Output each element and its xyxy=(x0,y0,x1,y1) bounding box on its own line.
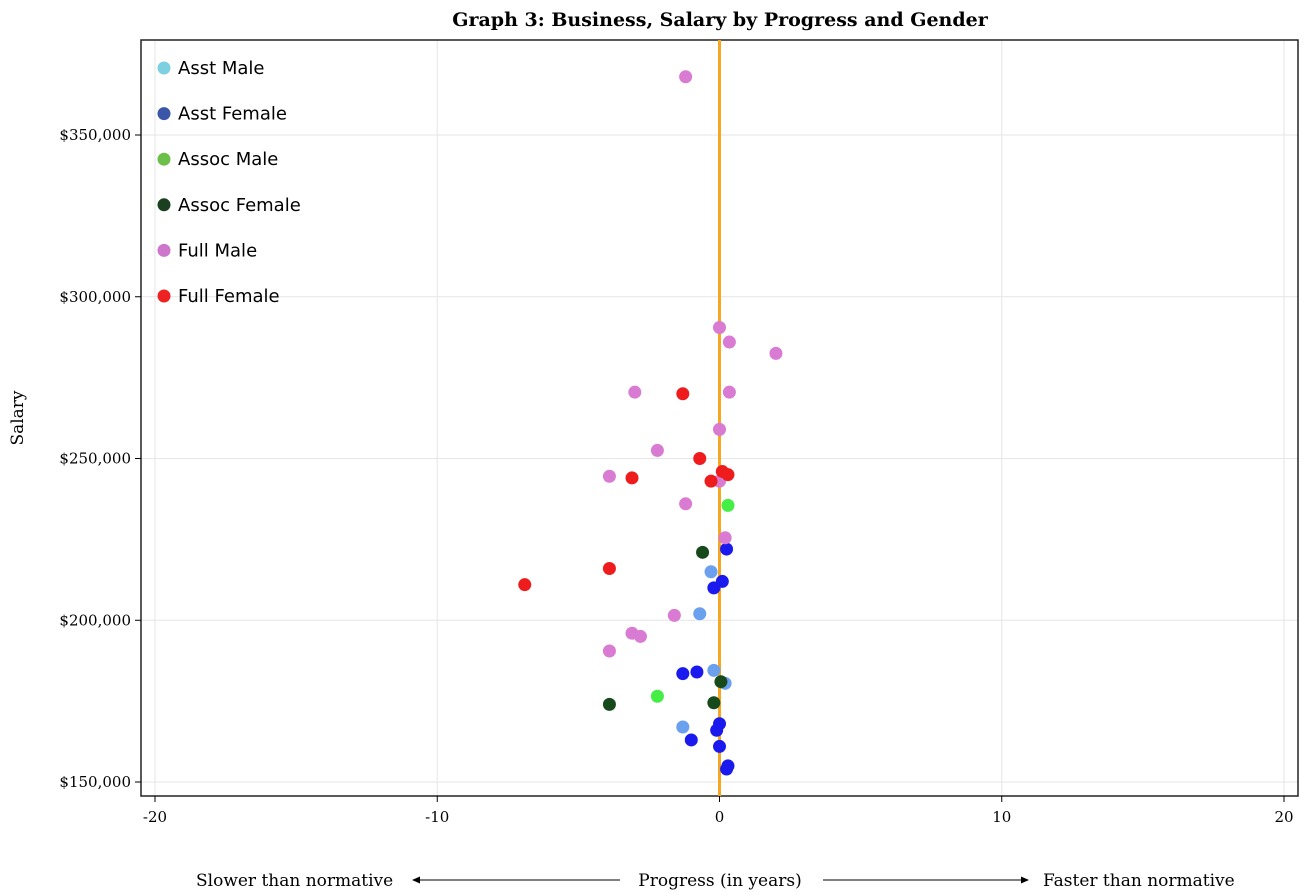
point-asst-female xyxy=(690,665,704,679)
point-assoc-female xyxy=(714,675,728,689)
point-assoc-female xyxy=(696,545,710,559)
legend-label-full-male: Full Male xyxy=(178,240,257,261)
legend-marker-full-female xyxy=(157,289,171,303)
point-full-female xyxy=(704,474,718,488)
point-full-female xyxy=(518,578,532,592)
point-asst-male xyxy=(707,663,721,677)
point-assoc-male xyxy=(721,498,735,512)
data-points xyxy=(518,70,783,776)
annotation-slower: Slower than normative xyxy=(196,871,393,891)
annotation-faster: Faster than normative xyxy=(1043,871,1235,891)
point-full-female xyxy=(693,452,707,465)
legend-label-assoc-male: Assoc Male xyxy=(178,149,278,170)
legend-marker-asst-female xyxy=(157,107,171,121)
legend: Asst Male Asst Female Assoc Male Assoc Fema… xyxy=(157,58,301,307)
arrowhead-right xyxy=(1021,876,1029,884)
point-asst-male xyxy=(693,607,707,621)
point-full-male xyxy=(633,629,647,643)
y-tick-label: $200,000 xyxy=(59,611,131,629)
x-tick-label: -10 xyxy=(425,808,449,826)
legend-marker-full-male xyxy=(157,243,171,257)
point-full-male xyxy=(679,70,693,84)
x-tick-label: 10 xyxy=(992,808,1011,826)
y-tick-label: $150,000 xyxy=(59,773,131,791)
y-tick-label: $300,000 xyxy=(59,288,131,306)
legend-label-asst-male: Asst Male xyxy=(178,58,264,79)
legend-label-full-female: Full Female xyxy=(178,286,280,307)
arrowhead-left xyxy=(412,876,420,884)
x-tick-label: 0 xyxy=(715,808,725,826)
axis-ticks: -20 -10 0 10 20 $150,000 $200,000 $250,000 $300,… xyxy=(59,126,1293,826)
point-full-male xyxy=(679,497,693,511)
point-asst-female xyxy=(710,723,724,737)
point-full-male xyxy=(769,346,783,360)
point-asst-female xyxy=(684,733,698,747)
point-full-female xyxy=(721,468,735,482)
point-full-female xyxy=(602,561,616,575)
point-assoc-male xyxy=(650,689,664,703)
legend-label-asst-female: Asst Female xyxy=(178,104,287,125)
point-asst-male xyxy=(676,720,690,734)
x-axis-label: Progress (in years) xyxy=(638,871,801,891)
chart-title: Graph 3: Business, Salary by Progress an… xyxy=(452,9,988,31)
point-assoc-female xyxy=(602,697,616,711)
point-full-male xyxy=(722,385,736,399)
point-full-male xyxy=(713,422,726,436)
point-asst-female xyxy=(720,542,734,556)
x-tick-label: 20 xyxy=(1274,808,1293,826)
point-full-male xyxy=(602,644,616,658)
legend-marker-assoc-female xyxy=(157,198,171,212)
legend-marker-asst-male xyxy=(157,61,171,75)
point-full-male xyxy=(602,469,616,483)
y-axis-label: Salary xyxy=(8,390,28,445)
point-full-male xyxy=(650,443,664,457)
legend-marker-assoc-male xyxy=(157,152,171,166)
point-full-male xyxy=(667,608,681,622)
point-full-female xyxy=(676,387,690,401)
point-full-male xyxy=(628,385,642,399)
point-asst-female xyxy=(676,667,690,681)
y-tick-label: $350,000 xyxy=(59,126,131,144)
point-asst-female xyxy=(713,739,726,753)
point-full-female xyxy=(625,471,639,485)
point-full-male xyxy=(713,320,726,334)
point-assoc-female xyxy=(707,696,721,710)
y-tick-label: $250,000 xyxy=(59,450,131,468)
point-asst-female xyxy=(720,762,734,776)
legend-label-assoc-female: Assoc Female xyxy=(178,195,301,216)
point-full-male xyxy=(718,531,732,545)
x-tick-label: -20 xyxy=(143,808,167,826)
point-asst-male xyxy=(704,565,718,579)
point-asst-female xyxy=(707,581,721,595)
point-full-male xyxy=(722,335,736,349)
